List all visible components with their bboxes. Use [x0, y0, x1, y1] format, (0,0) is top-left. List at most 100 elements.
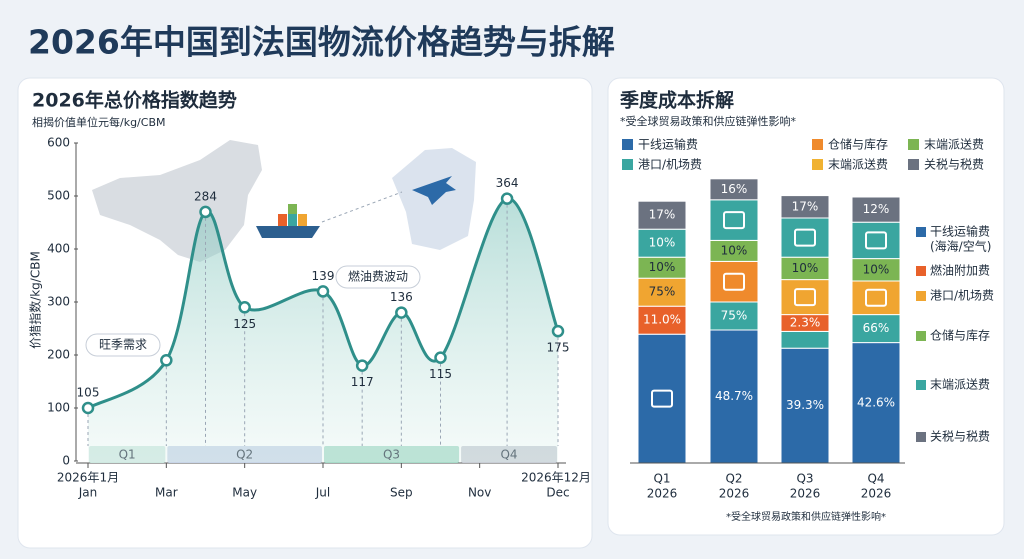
ship-icon: [256, 226, 320, 238]
y-tick-label: 500: [47, 189, 70, 203]
legend-label: 末端派送费: [924, 137, 984, 152]
x-tick-label: Mar: [155, 486, 178, 500]
legend-swatch: [908, 139, 919, 150]
point: [551, 324, 565, 338]
x-tick-label: Q1: [653, 472, 670, 486]
line-subtitle: 相揭价值单位元每/kg/CBM: [32, 115, 165, 129]
legend-label: 港口/机场费: [638, 158, 702, 172]
segment-icon: [651, 389, 673, 408]
bar-segment: [709, 199, 759, 241]
china-map: [92, 140, 262, 262]
legend-label: 末端派送费: [828, 157, 888, 172]
legend-label: 关税与税费: [924, 158, 984, 172]
segment-label: 17%: [792, 199, 819, 213]
point: [160, 354, 173, 367]
annotation: 旺季需求: [99, 338, 147, 352]
bar-segment: [637, 277, 687, 307]
x-tick-label: Q2: [725, 472, 742, 486]
x-note: 2026年1月: [57, 471, 119, 485]
y-tick-label: 600: [47, 136, 70, 150]
point-label: 136: [390, 290, 413, 304]
point: [316, 285, 330, 298]
annotation-pill: [335, 265, 421, 289]
bar-segment: [851, 280, 901, 316]
y-tick-label: 0: [62, 454, 70, 468]
point: [81, 401, 95, 415]
bar-segment: [709, 301, 759, 331]
x-tick-label: Q3: [796, 472, 813, 486]
bar-subtitle: *受全球贸易政策和供应链弹性影响*: [620, 114, 796, 128]
bar-title: 季度成本拆解: [620, 89, 734, 112]
legend-label: 干线运输费: [638, 137, 698, 152]
x-tick-label: May: [232, 486, 257, 500]
segment-label: 2.3%: [790, 316, 821, 330]
x-tick-label: Jul: [315, 486, 330, 500]
x-tick-label: Q4: [867, 472, 884, 486]
bar-segment: [780, 279, 830, 316]
container-icon: [278, 214, 287, 226]
segment-icon: [794, 228, 816, 247]
x-tick-label: 2026: [790, 487, 821, 501]
bar-segment: [780, 330, 830, 349]
legend-label: 仓储与库存: [828, 137, 888, 152]
point: [199, 205, 212, 219]
point-label: 284: [194, 189, 217, 203]
footnote: *受全球贸易政策和供应链弹性影响*: [726, 510, 886, 523]
y-tick-label: 400: [47, 242, 70, 256]
segment-label: 10%: [649, 236, 676, 250]
segment-icon: [723, 272, 745, 291]
bar-segment: [851, 196, 901, 223]
bar-segment: [851, 221, 901, 260]
x-tick-label: Nov: [468, 486, 491, 500]
point: [238, 301, 251, 314]
y-tick-label: 300: [47, 295, 70, 309]
bar-segment: [780, 217, 830, 258]
legend-label: 干线运输费: [930, 224, 990, 239]
legend-swatch: [916, 266, 926, 276]
bar-segment: [709, 178, 759, 201]
legend-swatch: [916, 331, 926, 341]
legend-label: 仓储与库存: [930, 328, 990, 343]
segment-label: 42.6%: [857, 395, 895, 409]
bar-segment: [637, 228, 687, 258]
segment-label: 12%: [863, 202, 890, 216]
legend-swatch: [916, 432, 926, 442]
x-tick-label: Sep: [390, 486, 413, 500]
x-note: 2026年12月: [521, 471, 591, 485]
segment-label: 10%: [649, 260, 676, 274]
segment-label: 11.0%: [643, 313, 681, 327]
x-tick-label: 2026: [719, 487, 750, 501]
legend-swatch: [622, 139, 633, 150]
legend-swatch: [812, 159, 823, 170]
line-plot: 0100200300400500600Q1Q2Q3Q4JanMarMayJulS…: [47, 136, 570, 500]
bar-segment: [637, 200, 687, 230]
bar-segment: [851, 314, 901, 344]
line-title: 2026年总价格指数趋势: [32, 89, 237, 112]
legend-swatch: [916, 291, 926, 301]
segment-label: 10%: [863, 262, 890, 276]
legend-swatch: [622, 159, 633, 170]
plane-icon: [412, 176, 456, 205]
y-tick-label: 100: [47, 401, 70, 415]
legend-label: 燃油附加费: [930, 263, 990, 278]
legend-swatch: [908, 159, 919, 170]
point: [434, 351, 447, 364]
point-label: 105: [77, 386, 100, 400]
container-icon: [288, 214, 297, 226]
legend-label: 港口/机场费: [930, 289, 994, 303]
x-tick-label: Dec: [546, 486, 569, 500]
point-label: 139: [312, 269, 335, 283]
bar-segment: [637, 333, 687, 464]
legend-swatch: [916, 380, 926, 390]
y-tick-label: 200: [47, 348, 70, 362]
annotation: 燃油费波动: [348, 269, 408, 284]
bar-segment: [709, 260, 759, 303]
route-line: [321, 191, 403, 223]
point-label: 175: [547, 341, 570, 355]
legend-swatch: [916, 227, 926, 237]
segment-label: 48.7%: [715, 389, 753, 403]
segment-icon: [794, 288, 816, 307]
container-icon: [298, 214, 307, 226]
point-label: 125: [233, 317, 256, 331]
